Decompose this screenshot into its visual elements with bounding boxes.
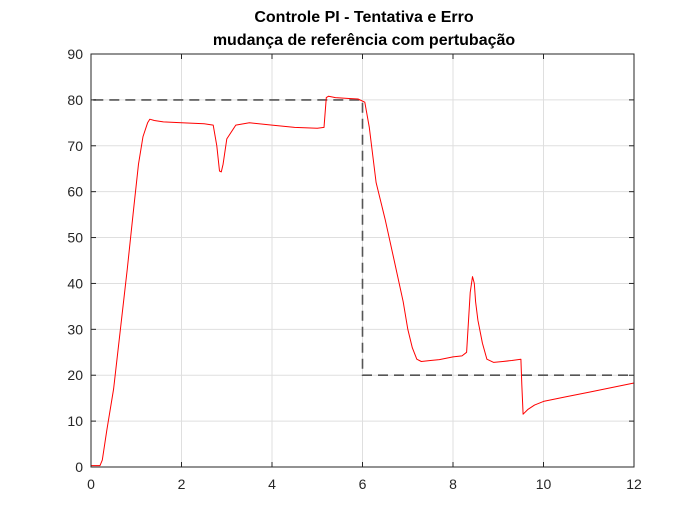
y-tick-label: 40 [67, 275, 83, 291]
response-line [91, 95, 635, 467]
y-tick-label: 10 [67, 413, 83, 429]
x-tick-label: 0 [87, 476, 95, 492]
chart-subtitle: mudança de referência com pertubação [213, 32, 516, 49]
x-tick-label: 8 [449, 476, 457, 492]
chart-title: Controle PI - Tentativa e Erro [254, 9, 474, 26]
y-tick-label: 20 [67, 367, 83, 383]
axes [90, 53, 635, 468]
grid [90, 53, 635, 468]
reference-line [93, 99, 634, 377]
y-tick-label: 0 [75, 459, 83, 475]
y-tick-label: 80 [67, 92, 83, 108]
plot-series [91, 95, 635, 467]
x-tick-label: 6 [359, 476, 367, 492]
y-tick-label: 50 [67, 230, 83, 246]
x-tick-label: 12 [626, 476, 642, 492]
x-tick-label: 10 [536, 476, 552, 492]
y-tick-label: 30 [67, 321, 83, 337]
y-tick-label: 90 [67, 46, 83, 62]
x-tick-label: 2 [178, 476, 186, 492]
y-tick-label: 70 [67, 138, 83, 154]
tick-labels: 0 2 4 6 8 10 12 0 10 20 30 40 50 60 70 80 90 [67, 46, 642, 492]
x-tick-label: 4 [268, 476, 276, 492]
y-tick-label: 60 [67, 184, 83, 200]
